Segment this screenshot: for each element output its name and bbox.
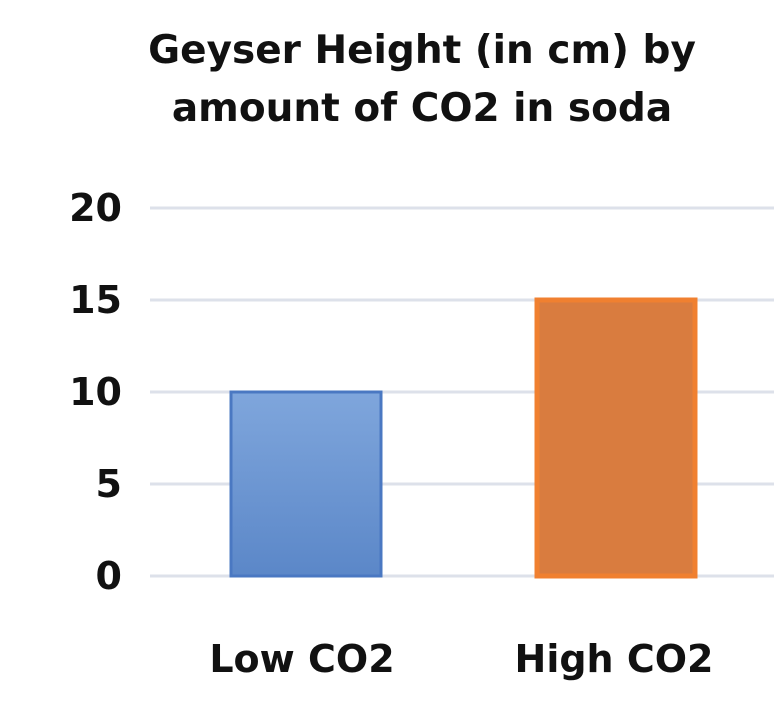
- bar-high-co2: [534, 297, 698, 579]
- y-tick-label: 15: [69, 278, 122, 322]
- bars: [229, 297, 698, 579]
- y-tick-label: 0: [96, 554, 122, 598]
- y-tick-label: 20: [69, 186, 122, 230]
- chart-title-line-2: amount of CO2 in soda: [171, 86, 673, 131]
- y-axis-tick-labels: 0 5 10 15 20: [69, 186, 122, 598]
- y-tick-label: 5: [96, 462, 122, 506]
- y-tick-label: 10: [69, 370, 122, 414]
- bar-low-co2: [229, 390, 383, 578]
- chart-title: Geyser Height (in cm) by amount of CO2 i…: [92, 22, 752, 138]
- x-category-label: High CO2: [515, 637, 714, 681]
- x-category-label: Low CO2: [209, 637, 394, 681]
- x-axis-category-labels: Low CO2 High CO2: [209, 637, 713, 681]
- chart-title-line-1: Geyser Height (in cm) by: [148, 28, 696, 73]
